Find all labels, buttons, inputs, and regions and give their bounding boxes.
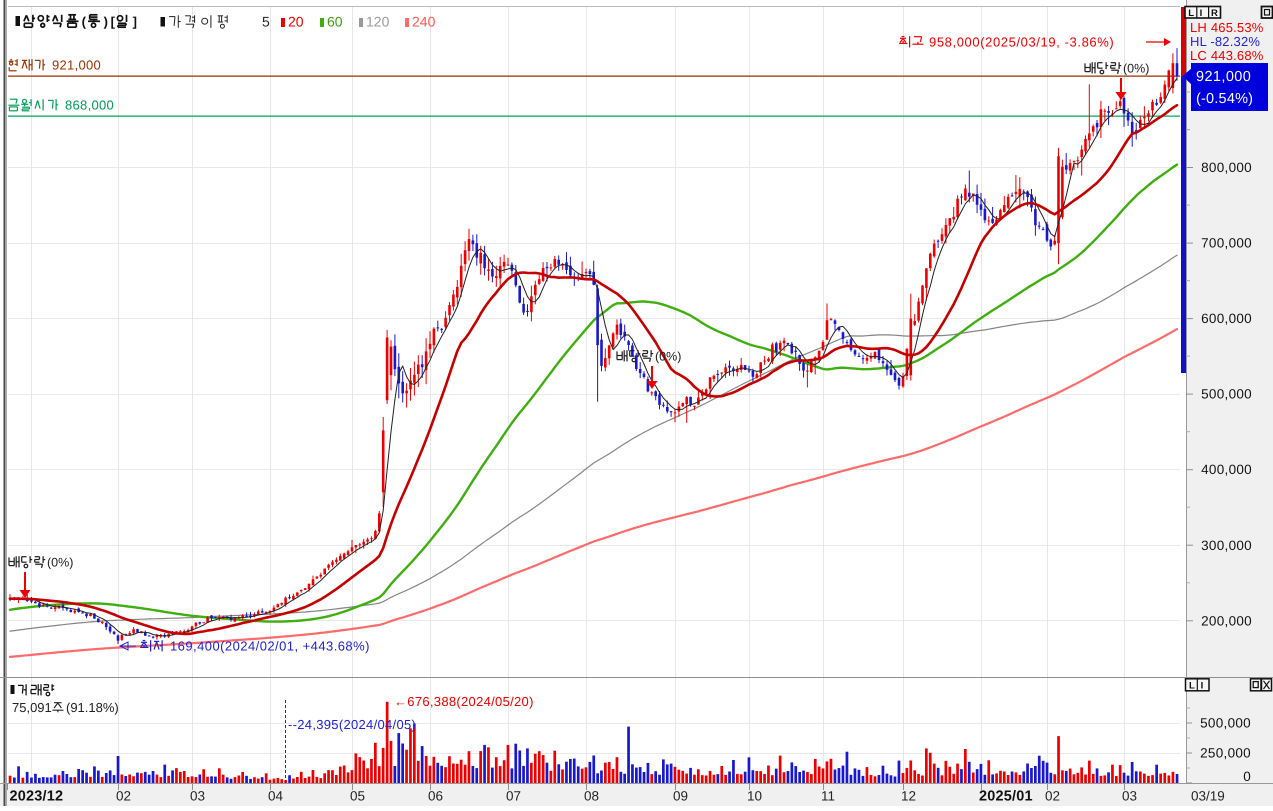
svg-text:06: 06 [428, 789, 443, 804]
svg-text:2025/01: 2025/01 [979, 789, 1033, 805]
svg-text:(91.18%): (91.18%) [66, 700, 119, 715]
svg-text:2023/12: 2023/12 [10, 789, 64, 805]
svg-text:[: [ [111, 14, 116, 29]
svg-text:LC 443.68%: LC 443.68% [1190, 48, 1264, 63]
svg-text:03/19: 03/19 [1191, 789, 1225, 804]
svg-text:958,000(2025/03/19, -3.86%): 958,000(2025/03/19, -3.86%) [929, 35, 1114, 50]
svg-text:700,000: 700,000 [1201, 236, 1252, 251]
svg-text:R: R [1211, 8, 1218, 19]
svg-text:(: ( [82, 14, 87, 29]
svg-text:5: 5 [262, 14, 270, 30]
svg-text:600,000: 600,000 [1201, 311, 1252, 326]
svg-text:921,000: 921,000 [52, 58, 101, 73]
svg-text:LH 465.53%: LH 465.53% [1190, 20, 1264, 35]
svg-text:--24,395(2024/04/05): --24,395(2024/04/05) [288, 717, 416, 732]
svg-text:07: 07 [506, 789, 521, 804]
svg-text:←676,388(2024/05/20): ←676,388(2024/05/20) [394, 694, 534, 709]
svg-text:10: 10 [747, 789, 762, 804]
svg-text:60: 60 [327, 14, 343, 30]
svg-text:]: ] [133, 14, 137, 29]
svg-text:02: 02 [1045, 789, 1060, 804]
svg-text:921,000: 921,000 [1196, 69, 1251, 85]
svg-text:240: 240 [412, 14, 436, 30]
svg-text:500,000: 500,000 [1200, 716, 1251, 731]
svg-text:HL -82.32%: HL -82.32% [1190, 34, 1260, 49]
svg-text:(0%): (0%) [1123, 62, 1149, 76]
svg-text:(0%): (0%) [47, 556, 73, 570]
svg-text:04: 04 [268, 789, 284, 804]
svg-text:20: 20 [288, 14, 304, 30]
svg-text:300,000: 300,000 [1201, 538, 1252, 553]
svg-text:12: 12 [901, 789, 916, 804]
svg-text:02: 02 [116, 789, 131, 804]
svg-text:03: 03 [1122, 789, 1137, 804]
svg-text:868,000: 868,000 [65, 98, 114, 113]
svg-text:08: 08 [584, 789, 599, 804]
svg-text:03: 03 [190, 789, 205, 804]
svg-text:500,000: 500,000 [1201, 387, 1252, 402]
svg-text:75,091: 75,091 [12, 700, 52, 715]
svg-text:): ) [104, 14, 108, 29]
svg-text:(-0.54%): (-0.54%) [1196, 91, 1253, 107]
svg-text:09: 09 [673, 789, 688, 804]
svg-text:I: I [1201, 681, 1204, 692]
svg-text:0: 0 [1243, 769, 1251, 784]
svg-text:L: L [1188, 8, 1194, 19]
svg-text:120: 120 [366, 14, 390, 30]
svg-text:250,000: 250,000 [1200, 746, 1251, 761]
svg-text:05: 05 [350, 789, 365, 804]
svg-text:L: L [1189, 681, 1195, 692]
svg-text:169,400(2024/02/01, +443.68%): 169,400(2024/02/01, +443.68%) [170, 639, 370, 654]
svg-text:400,000: 400,000 [1201, 462, 1252, 477]
svg-text:11: 11 [821, 789, 835, 804]
svg-text:I: I [1200, 8, 1203, 19]
svg-text:200,000: 200,000 [1201, 613, 1252, 628]
svg-text:(0%): (0%) [655, 350, 681, 364]
svg-text:800,000: 800,000 [1201, 160, 1252, 175]
